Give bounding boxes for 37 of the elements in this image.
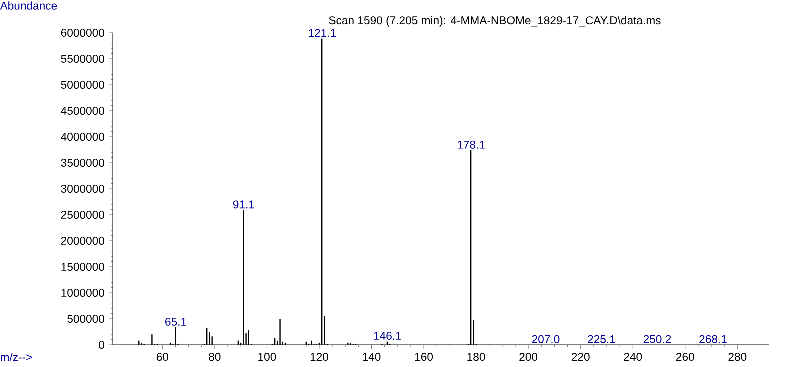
y-tick-label: 5500000 (61, 54, 104, 63)
annotation: 146.1 (374, 332, 402, 340)
annotation: 207.0 (532, 335, 560, 344)
x-tick-label: 200 (520, 353, 538, 362)
x-tick-label: 140 (363, 353, 381, 362)
y-tick-label: 1500000 (62, 262, 104, 272)
x-tick-label: 220 (572, 353, 590, 362)
annotation: 178.1 (458, 140, 485, 149)
x-tick-label: 260 (676, 353, 694, 362)
annotation: 91.1 (233, 200, 254, 209)
x-tick-label: 60 (156, 353, 169, 362)
y-tick-label: 4500000 (61, 106, 104, 115)
y-tick-label: 4000000 (61, 132, 104, 141)
annotation: 121.1 (309, 29, 336, 38)
chart-title: Scan 1590 (7.205 min): 4-MMA-NBOMe_1829-17_CAY.D\data.ms (329, 16, 661, 27)
y-tick-label: 2000000 (61, 236, 104, 246)
annotation: 268.1 (700, 335, 727, 344)
x-tick-label: 100 (258, 353, 276, 362)
y-tick-label: 2500000 (61, 210, 104, 219)
x-tick-label: 240 (624, 353, 642, 362)
y-tick-label: 3000000 (61, 184, 104, 193)
x-tick-label: 120 (310, 353, 328, 362)
x-axis-title: m/z--> (1, 353, 32, 362)
x-tick-label: 160 (415, 353, 434, 362)
x-tick-label: 280 (728, 353, 747, 362)
y-tick-label: 500000 (68, 314, 104, 324)
y-tick-label: 0 (99, 340, 105, 350)
y-axis-title: Abundance (0, 2, 58, 10)
y-tick-label: 5000000 (61, 80, 104, 89)
y-tick-label: 3500000 (61, 158, 104, 167)
annotation: 65.1 (166, 318, 186, 326)
y-tick-label: 1000000 (62, 288, 104, 298)
x-tick-label: 180 (468, 353, 486, 362)
annotation: 225.1 (588, 335, 616, 344)
y-tick-label: 6000000 (61, 28, 104, 37)
x-tick-label: 80 (209, 353, 221, 362)
annotation: 250.2 (644, 335, 672, 344)
